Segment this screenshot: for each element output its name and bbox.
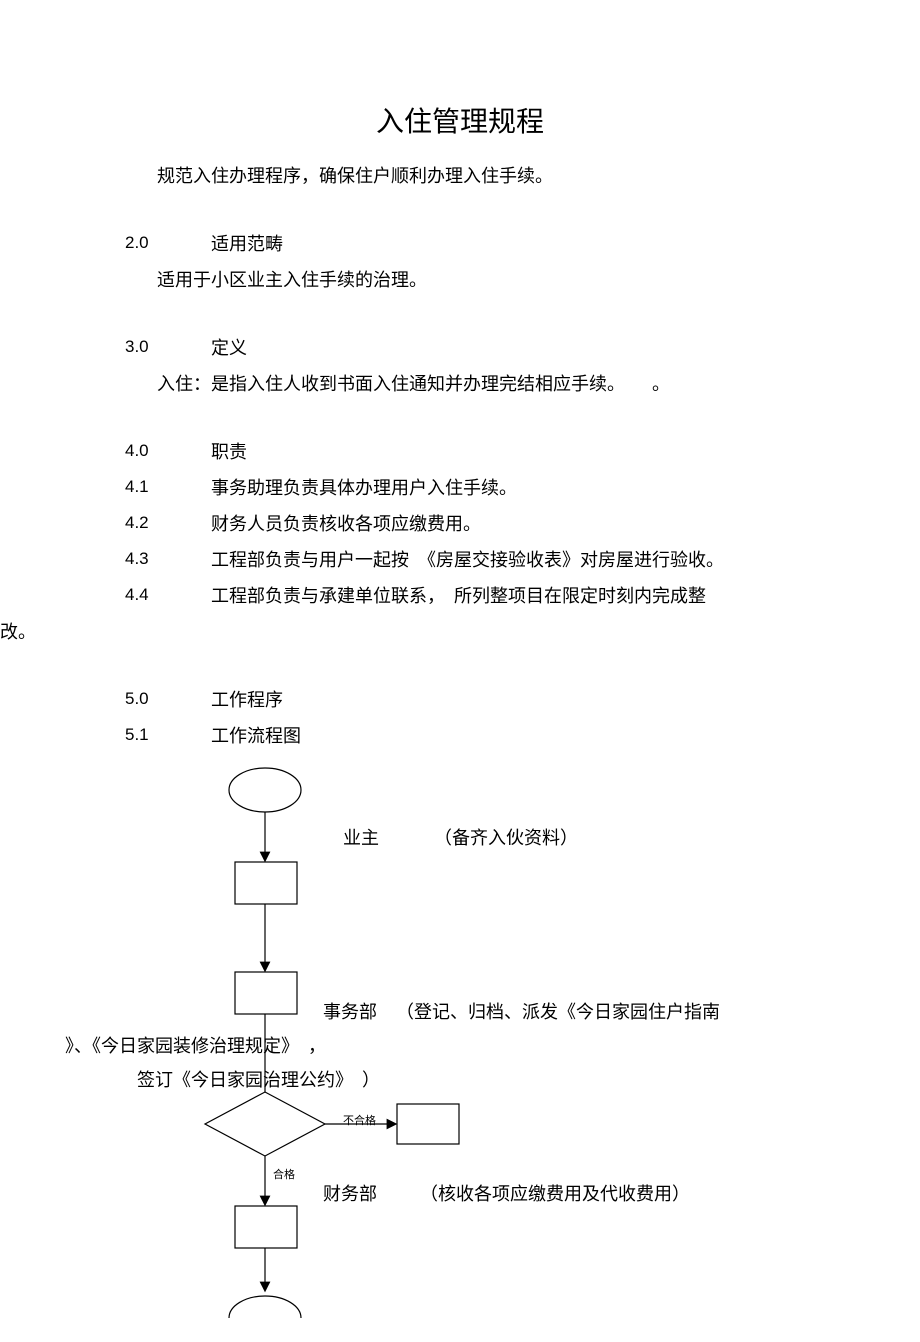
section-2-desc: 适用于小区业主入住手续的治理。 — [157, 262, 825, 298]
item-4-4-tail: 改。 — [0, 614, 825, 650]
flow-owner-label: 业主 — [343, 828, 379, 848]
flow-decision — [205, 1092, 325, 1156]
flow-affairs-note2: 》、《今日家园装修治理规定》 ， — [65, 1028, 665, 1064]
flow-affairs-label: 事务部 — [323, 1002, 377, 1022]
intro-text: 规范入住办理程序，确保住户顺利办理入住手续。 — [157, 158, 825, 194]
item-4-4-num: 4.4 — [125, 578, 211, 614]
item-4-3-text: 工程部负责与用户一起按 《房屋交接验收表》对房屋进行验收。 — [211, 542, 724, 578]
item-4-3-num: 4.3 — [125, 542, 211, 578]
section-4-num: 4.0 — [125, 434, 211, 470]
section-3-num: 3.0 — [125, 330, 211, 366]
section-4-label: 职责 — [211, 434, 247, 470]
flow-affairs-note1: （登记、归档、派发《今日家园住户指南 — [396, 1002, 720, 1022]
flow-pass-label: 合格 — [273, 1164, 295, 1186]
flowchart: 业主 （备齐入伙资料） 事务部 （登记、归档、派发《今日家园住户指南 》、《今日… — [95, 762, 825, 1322]
section-2-num: 2.0 — [125, 226, 211, 262]
page-title: 入住管理规程 — [95, 100, 825, 140]
flow-affairs-note3: 签订《今日家园治理公约》 ） — [137, 1062, 737, 1098]
flow-box-affairs — [235, 972, 297, 1014]
flow-box-finance — [235, 1206, 297, 1248]
flow-box-fail — [397, 1104, 459, 1144]
section-5-num: 5.0 — [125, 682, 211, 718]
flow-finance-label: 财务部 — [323, 1184, 377, 1204]
flow-start-ellipse — [229, 768, 301, 812]
item-5-1-num: 5.1 — [125, 718, 211, 754]
item-4-1-text: 事务助理负责具体办理用户入住手续。 — [211, 470, 517, 506]
flow-fail-label: 不合格 — [343, 1110, 376, 1132]
section-5-label: 工作程序 — [211, 682, 283, 718]
section-2-label: 适用范畴 — [211, 226, 283, 262]
item-4-2-num: 4.2 — [125, 506, 211, 542]
flow-finance-note: （核收各项应缴费用及代收费用） — [420, 1184, 690, 1204]
section-3-label: 定义 — [211, 330, 247, 366]
flow-end-ellipse-top — [229, 1296, 301, 1318]
section-3-desc: 入住：是指入住人收到书面入住通知并办理完结相应手续。 。 — [157, 366, 825, 402]
item-4-2-text: 财务人员负责核收各项应缴费用。 — [211, 506, 481, 542]
item-5-1-text: 工作流程图 — [211, 718, 301, 754]
flow-box-owner — [235, 862, 297, 904]
flow-owner-note: （备齐入伙资料） — [434, 828, 578, 848]
item-4-1-num: 4.1 — [125, 470, 211, 506]
item-4-4-text: 工程部负责与承建单位联系， 所列整项目在限定时刻内完成整 — [211, 578, 706, 614]
